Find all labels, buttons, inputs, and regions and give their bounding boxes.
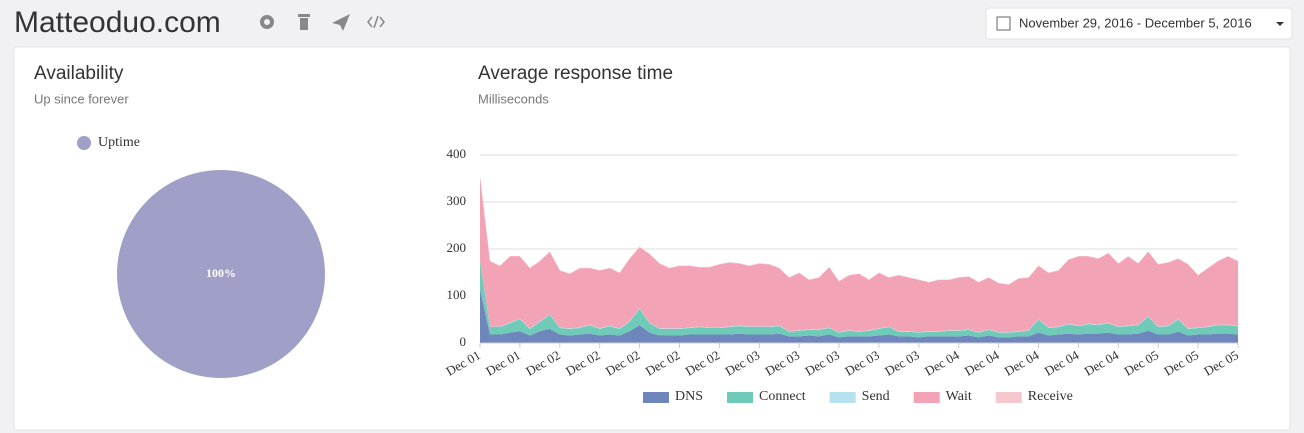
date-picker[interactable]: November 29, 2016 - December 5, 2016 — [985, 7, 1293, 40]
area-series — [480, 176, 1238, 333]
legend-swatch — [829, 392, 856, 403]
send-icon[interactable] — [332, 14, 350, 31]
legend-label: Wait — [946, 389, 972, 404]
embed-icon[interactable] — [367, 15, 385, 29]
legend-label: Connect — [759, 389, 806, 404]
delete-icon[interactable] — [298, 14, 310, 30]
area-title: Average response time — [478, 63, 673, 84]
area-series — [480, 288, 1238, 343]
toolbar — [260, 14, 385, 31]
y-tick-label: 0 — [460, 334, 467, 349]
area-subtitle: Milliseconds — [478, 91, 549, 106]
site-title: Matteoduo.com — [14, 6, 221, 39]
pie-title: Availability — [34, 63, 124, 84]
y-tick-label: 400 — [447, 146, 467, 161]
legend-swatch — [727, 392, 754, 403]
settings-icon[interactable] — [260, 15, 274, 29]
legend-swatch — [913, 392, 940, 403]
calendar-icon — [996, 16, 1011, 31]
legend-marker — [77, 136, 91, 150]
caret — [1276, 22, 1284, 26]
y-tick-label: 200 — [447, 240, 467, 255]
legend-label: Receive — [1028, 389, 1073, 404]
area-series — [480, 260, 1238, 338]
slice-label: 100% — [206, 266, 236, 280]
legend-label: Uptime — [98, 135, 140, 150]
date-range: November 29, 2016 - December 5, 2016 — [1019, 15, 1252, 30]
pie-subtitle: Up since forever — [34, 91, 129, 106]
legend-label: Send — [862, 389, 890, 404]
legend-label: DNS — [675, 389, 703, 404]
y-tick-label: 300 — [447, 193, 467, 208]
legend-swatch — [643, 392, 669, 403]
legend-swatch — [995, 392, 1022, 403]
y-tick-label: 100 — [447, 287, 467, 302]
pie-slice — [117, 170, 325, 378]
